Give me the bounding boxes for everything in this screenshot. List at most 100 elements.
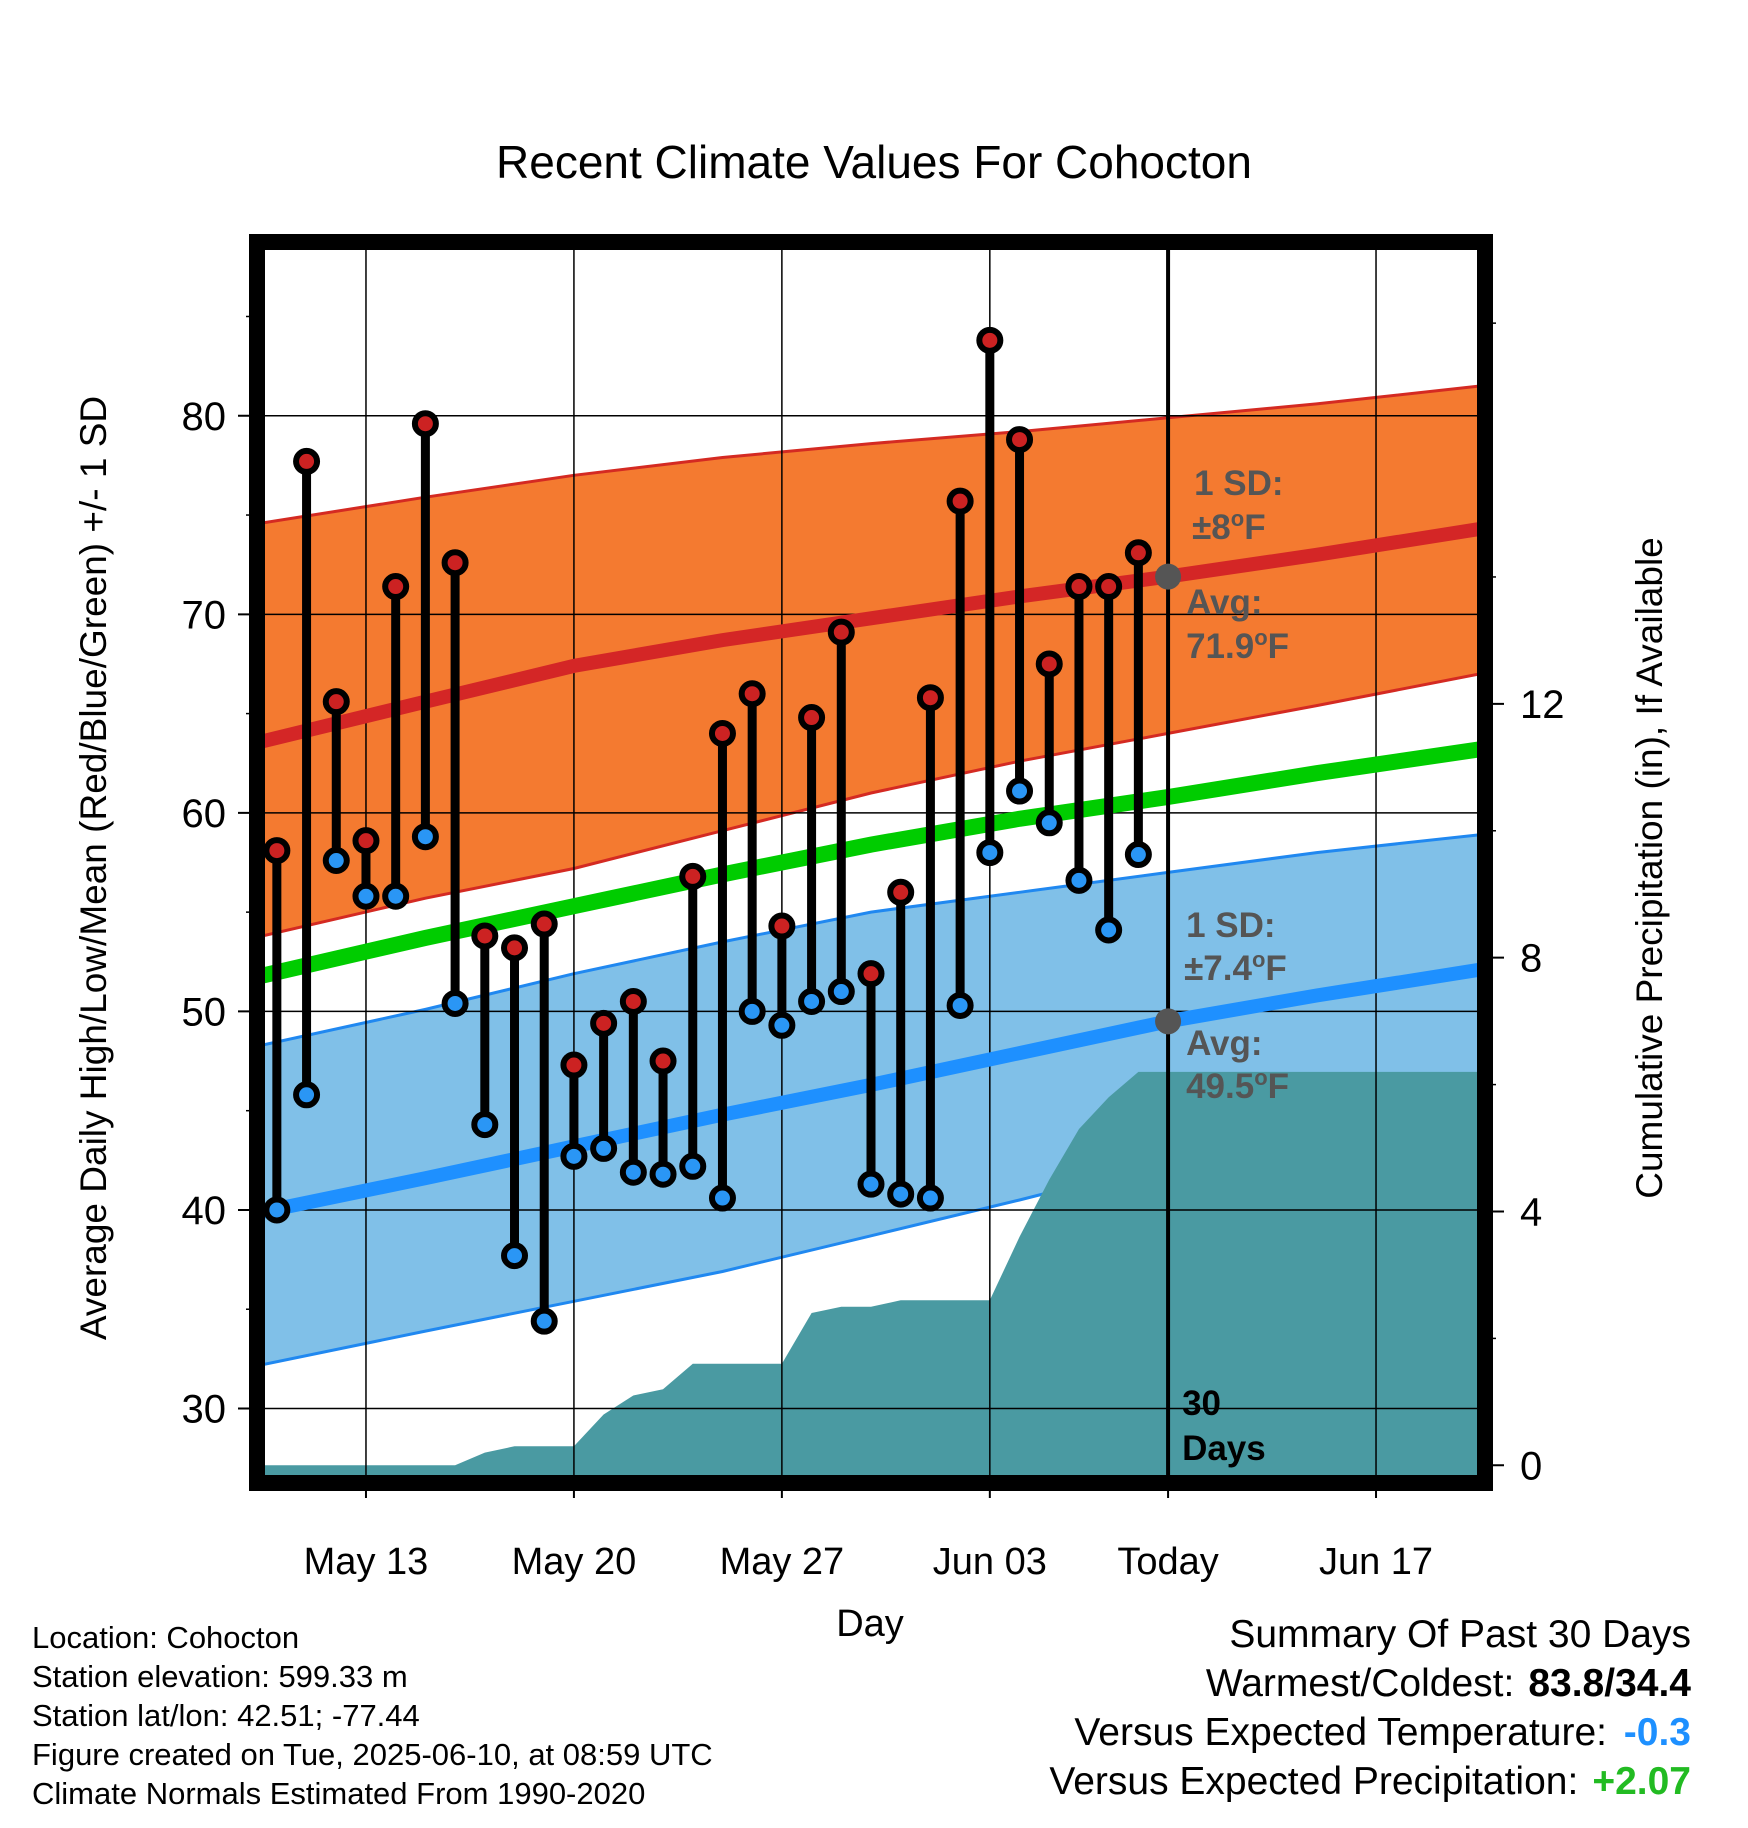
y-tick-label-left: 80 <box>182 395 227 439</box>
y-axis-label-left: Average Daily High/Low/Mean (Red/Blue/Gr… <box>73 396 114 1340</box>
daily-high-point <box>857 960 885 988</box>
daily-low-point <box>1065 866 1093 894</box>
daily-high-point <box>1124 539 1152 567</box>
daily-low-point <box>590 1134 618 1162</box>
summary-temp-row: Versus Expected Temperature: -0.3 <box>1049 1708 1691 1757</box>
today-low-normal-marker <box>1155 1008 1182 1035</box>
days-count-label: 30 <box>1182 1384 1221 1423</box>
daily-high-point <box>798 704 826 732</box>
high-normal-line <box>262 521 1480 749</box>
daily-low-point <box>649 1160 677 1188</box>
figure-created: Figure created on Tue, 2025-06-10, at 08… <box>32 1737 713 1772</box>
station-latlon: Station lat/lon: 42.51; -77.44 <box>32 1698 420 1733</box>
daily-high-point <box>1065 573 1093 601</box>
low-avg-value: 49.5oF <box>1186 1065 1289 1106</box>
daily-low-point <box>708 1184 736 1212</box>
high-sd-band <box>262 386 1480 936</box>
daily-low-point <box>1124 841 1152 869</box>
daily-high-point <box>590 1009 618 1037</box>
daily-high-point <box>649 1047 677 1075</box>
high-sd-band-lower-edge <box>262 672 1480 938</box>
daily-high-point <box>530 910 558 938</box>
daily-high-point <box>382 573 410 601</box>
daily-low-point <box>530 1307 558 1335</box>
temp-diff-label: Versus Expected Temperature: <box>1074 1711 1607 1754</box>
y-tick-label-right: 0 <box>1520 1444 1542 1488</box>
daily-low-point <box>471 1111 499 1139</box>
daily-low-point <box>976 839 1004 867</box>
daily-low-point <box>1006 777 1034 805</box>
climate-normals-note: Climate Normals Estimated From 1990-2020 <box>32 1776 646 1811</box>
daily-high-point <box>827 618 855 646</box>
daily-low-point <box>679 1152 707 1180</box>
x-tick-label: Jun 17 <box>1319 1541 1433 1583</box>
y-tick-label-left: 60 <box>182 792 227 836</box>
precip-diff-value: +2.07 <box>1592 1760 1691 1803</box>
daily-low-point <box>501 1242 529 1270</box>
x-tick-label: Jun 03 <box>933 1541 1047 1583</box>
daily-low-point <box>798 987 826 1015</box>
daily-low-point <box>411 823 439 851</box>
low-sd-label: 1 SD: <box>1186 906 1275 945</box>
daily-low-point <box>768 1011 796 1039</box>
daily-high-point <box>708 719 736 747</box>
daily-high-point <box>560 1051 588 1079</box>
daily-high-point <box>441 549 469 577</box>
daily-high-point <box>768 912 796 940</box>
y-tick-label-right: 4 <box>1520 1190 1542 1234</box>
daily-low-point <box>946 991 974 1019</box>
daily-high-point <box>411 410 439 438</box>
daily-low-point <box>619 1158 647 1186</box>
daily-low-point <box>827 978 855 1006</box>
daily-low-point <box>560 1142 588 1170</box>
station-info: Location: Cohocton Station elevation: 59… <box>32 1618 713 1813</box>
y-axis-label-right: Cumulative Precipitation (in), If Availa… <box>1629 537 1670 1199</box>
daily-high-point <box>1095 573 1123 601</box>
x-tick-label: May 27 <box>720 1541 845 1583</box>
warmest-label: Warmest/Coldest: <box>1205 1662 1515 1705</box>
daily-high-point <box>946 487 974 515</box>
y-tick-label-right: 12 <box>1520 683 1565 727</box>
days-word-label: Days <box>1182 1429 1266 1468</box>
precip-area <box>262 1071 1480 1478</box>
high-sd-band-upper-edge <box>262 384 1480 525</box>
low-sd-band-upper-edge <box>262 833 1480 1047</box>
y-tick-label-right: 8 <box>1520 937 1542 981</box>
daily-low-point <box>441 989 469 1017</box>
x-tick-label: Today <box>1117 1541 1218 1583</box>
chart-title: Recent Climate Values For Cohocton <box>496 136 1252 188</box>
y-tick-label-left: 40 <box>182 1189 227 1233</box>
daily-high-point <box>322 688 350 716</box>
today-high-normal-marker <box>1155 563 1182 590</box>
daily-high-point <box>887 878 915 906</box>
daily-low-point <box>293 1081 321 1109</box>
y-tick-label-left: 70 <box>182 593 227 637</box>
daily-low-point <box>1095 916 1123 944</box>
high-avg-value: 71.9oF <box>1186 625 1289 666</box>
temp-diff-value: -0.3 <box>1623 1711 1691 1754</box>
daily-high-point <box>619 987 647 1015</box>
daily-low-point <box>382 882 410 910</box>
summary-heading: Summary Of Past 30 Days <box>1229 1613 1691 1656</box>
daily-low-point <box>1035 809 1063 837</box>
daily-high-point <box>679 862 707 890</box>
daily-low-point <box>916 1184 944 1212</box>
daily-low-point <box>887 1180 915 1208</box>
high-sd-value: ±8oF <box>1192 506 1266 547</box>
summary-warmest-row: Warmest/Coldest: 83.8/34.4 <box>1049 1659 1691 1708</box>
y-tick-label-left: 30 <box>182 1388 227 1432</box>
daily-high-point <box>293 447 321 475</box>
high-sd-label: 1 SD: <box>1194 464 1283 503</box>
warmest-value: 83.8/34.4 <box>1528 1662 1691 1705</box>
daily-high-point <box>352 827 380 855</box>
daily-high-point <box>916 684 944 712</box>
daily-low-point <box>857 1170 885 1198</box>
daily-low-point <box>352 882 380 910</box>
x-tick-label: May 20 <box>512 1541 637 1583</box>
daily-high-point <box>1035 650 1063 678</box>
daily-low-point <box>738 997 766 1025</box>
daily-high-point <box>263 837 291 865</box>
station-elevation: Station elevation: 599.33 m <box>32 1659 408 1694</box>
summary-panel: Summary Of Past 30 Days Warmest/Coldest:… <box>1049 1610 1691 1806</box>
